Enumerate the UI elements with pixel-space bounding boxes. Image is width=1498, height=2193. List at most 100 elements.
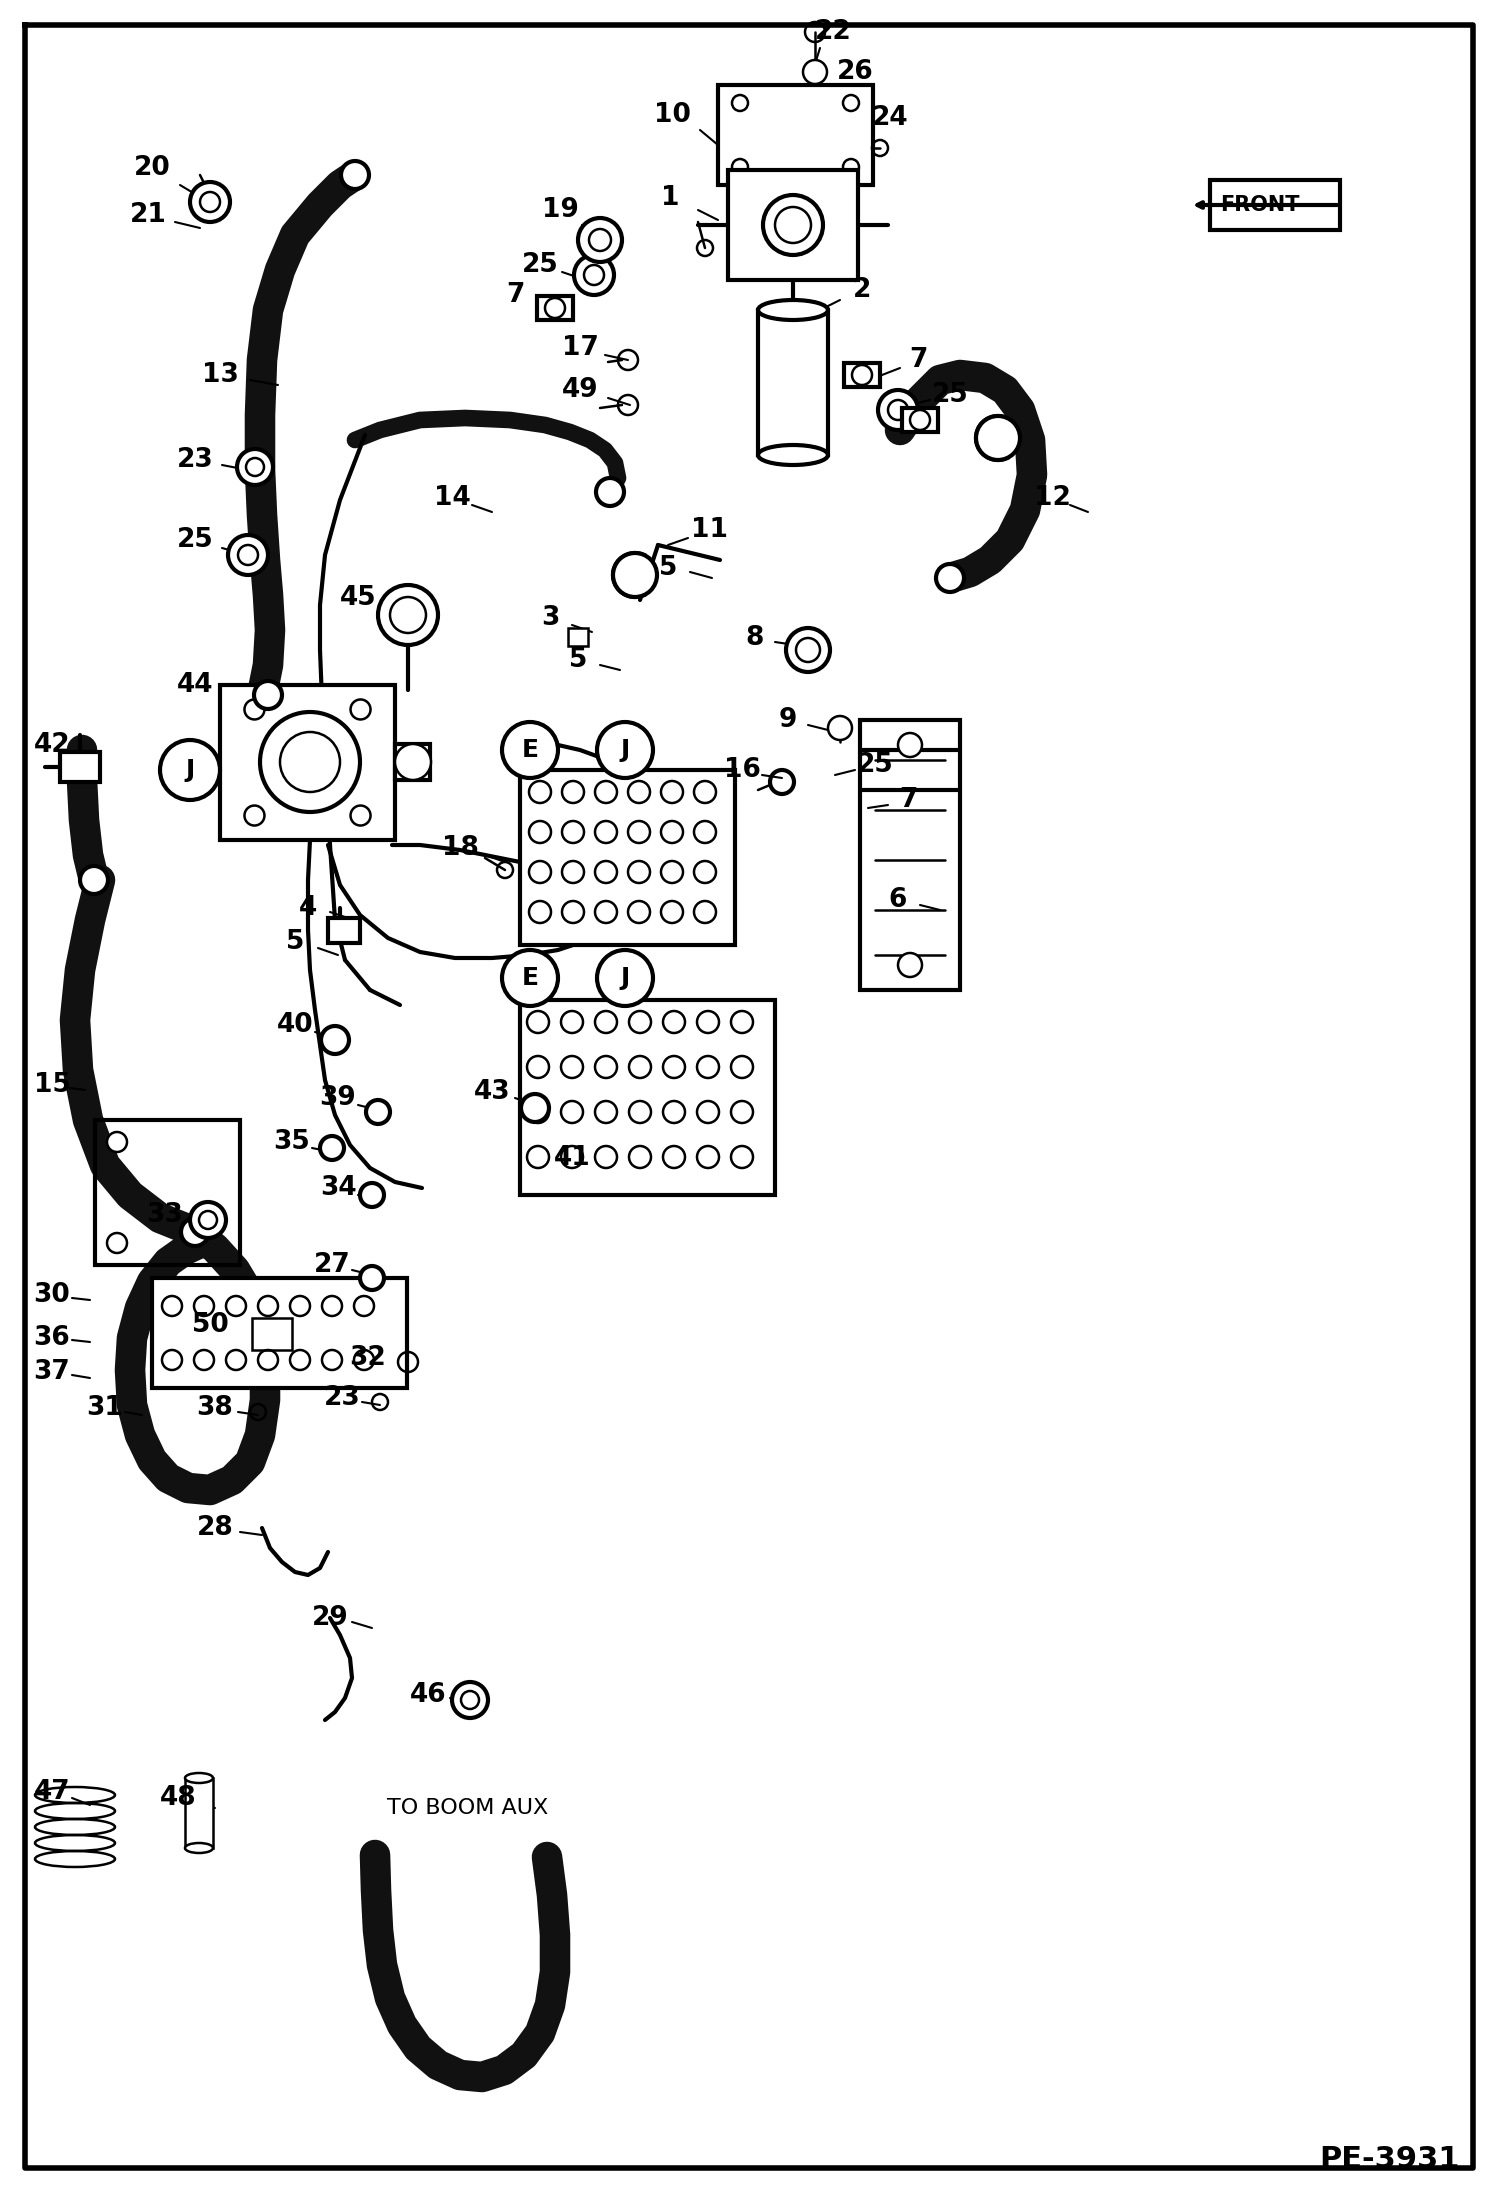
Text: 7: 7: [909, 346, 927, 373]
Circle shape: [342, 160, 369, 189]
Text: FRONT: FRONT: [1221, 195, 1300, 215]
Circle shape: [697, 1057, 719, 1079]
Circle shape: [529, 820, 551, 842]
Circle shape: [977, 417, 1020, 461]
Circle shape: [529, 862, 551, 884]
Circle shape: [527, 1147, 548, 1169]
Text: 9: 9: [779, 706, 797, 732]
Circle shape: [321, 1136, 345, 1160]
Circle shape: [661, 781, 683, 803]
Circle shape: [560, 1011, 583, 1033]
Text: 20: 20: [133, 156, 171, 182]
Circle shape: [562, 781, 584, 803]
Text: 44: 44: [177, 671, 213, 697]
Circle shape: [574, 254, 614, 296]
Text: 11: 11: [692, 518, 728, 544]
Circle shape: [731, 1147, 753, 1169]
Text: 18: 18: [442, 836, 478, 862]
Circle shape: [595, 1147, 617, 1169]
Circle shape: [629, 1011, 652, 1033]
Circle shape: [786, 627, 830, 671]
Bar: [520, 770, 736, 945]
Circle shape: [596, 478, 625, 507]
Text: 23: 23: [177, 447, 213, 474]
Circle shape: [261, 713, 360, 811]
Circle shape: [897, 954, 921, 978]
Circle shape: [280, 732, 340, 792]
Circle shape: [664, 1057, 685, 1079]
Circle shape: [731, 1101, 753, 1123]
Circle shape: [828, 715, 852, 739]
Text: 35: 35: [274, 1129, 310, 1156]
Bar: [94, 1121, 240, 1265]
Text: 33: 33: [147, 1202, 183, 1228]
Text: 46: 46: [409, 1682, 446, 1708]
Text: 39: 39: [319, 1086, 357, 1112]
Circle shape: [452, 1682, 488, 1717]
Bar: [328, 919, 360, 943]
Text: 22: 22: [815, 20, 851, 46]
Bar: [860, 719, 960, 989]
Circle shape: [106, 1232, 127, 1252]
Text: 17: 17: [562, 336, 598, 362]
Text: 37: 37: [33, 1360, 70, 1386]
Circle shape: [545, 298, 565, 318]
Text: 25: 25: [521, 252, 559, 279]
Text: 47: 47: [33, 1779, 70, 1805]
Circle shape: [160, 739, 220, 800]
Bar: [60, 752, 100, 783]
Text: J: J: [620, 739, 629, 761]
Text: 5: 5: [569, 647, 587, 673]
Circle shape: [502, 721, 557, 779]
Text: 23: 23: [324, 1386, 361, 1410]
Text: 50: 50: [192, 1311, 228, 1338]
Circle shape: [664, 1147, 685, 1169]
Bar: [568, 627, 589, 647]
Text: 40: 40: [277, 1011, 313, 1037]
Circle shape: [79, 866, 108, 895]
Text: 10: 10: [653, 103, 691, 127]
Circle shape: [360, 1265, 383, 1289]
Text: 24: 24: [872, 105, 908, 132]
Text: 19: 19: [542, 197, 578, 224]
Circle shape: [181, 1217, 210, 1246]
Text: 12: 12: [1034, 485, 1071, 511]
Circle shape: [628, 901, 650, 923]
Circle shape: [360, 1182, 383, 1206]
Circle shape: [527, 1101, 548, 1123]
Text: 43: 43: [473, 1079, 511, 1105]
Text: 2: 2: [852, 276, 872, 303]
Circle shape: [351, 700, 370, 719]
Circle shape: [598, 721, 653, 779]
Text: 41: 41: [554, 1145, 590, 1171]
Text: J: J: [620, 965, 629, 989]
Circle shape: [244, 700, 265, 719]
Bar: [1210, 180, 1341, 230]
Circle shape: [521, 1094, 548, 1123]
Circle shape: [351, 805, 370, 825]
Circle shape: [852, 364, 872, 386]
Text: 29: 29: [312, 1605, 349, 1632]
Circle shape: [190, 1202, 226, 1239]
Text: 13: 13: [202, 362, 238, 388]
Circle shape: [628, 820, 650, 842]
Bar: [902, 408, 938, 432]
Circle shape: [697, 1147, 719, 1169]
Circle shape: [560, 1101, 583, 1123]
Bar: [184, 1779, 213, 1849]
Circle shape: [366, 1101, 389, 1125]
Circle shape: [560, 1057, 583, 1079]
Text: 3: 3: [541, 605, 559, 632]
Text: 28: 28: [196, 1515, 234, 1542]
Bar: [220, 684, 395, 840]
Circle shape: [661, 862, 683, 884]
Circle shape: [595, 820, 617, 842]
Text: 15: 15: [33, 1072, 70, 1099]
Text: 27: 27: [313, 1252, 351, 1279]
Text: J: J: [186, 759, 195, 783]
Bar: [151, 1279, 407, 1388]
Text: 6: 6: [888, 886, 908, 912]
Circle shape: [628, 781, 650, 803]
Circle shape: [664, 1101, 685, 1123]
Text: 8: 8: [746, 625, 764, 651]
